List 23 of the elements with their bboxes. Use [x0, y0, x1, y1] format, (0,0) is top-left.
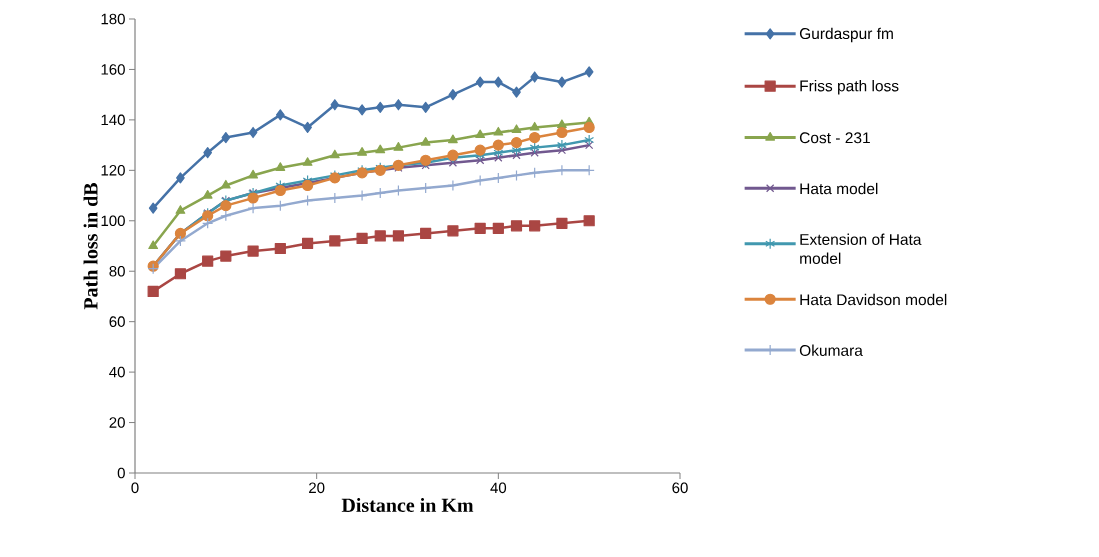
y-axis-title: Path loss in dB [83, 182, 98, 310]
legend-label: Gurdaspur fm [799, 27, 893, 43]
y-tick-label: 0 [117, 467, 125, 479]
legend-label: Friss path loss [800, 80, 899, 95]
y-tick-label: 60 [109, 316, 125, 327]
y-tick-label: 20 [109, 417, 125, 428]
legend-label: Cost - 231 [799, 132, 870, 144]
legend-label: Hata Davidson model [800, 293, 947, 306]
y-tick-label: 40 [109, 366, 125, 378]
legend-label: Hata model [800, 182, 878, 195]
y-tick-label: 100 [101, 215, 125, 227]
y-tick-label: 180 [101, 13, 125, 25]
y-tick-label: 160 [101, 64, 125, 75]
x-tick-label: 60 [672, 482, 688, 494]
x-tick-label: 40 [490, 482, 507, 494]
x-axis-title: Distance in Km [341, 497, 474, 513]
y-tick-label: 80 [109, 265, 125, 277]
legend-label: Okumara [799, 344, 863, 357]
y-tick-label: 140 [101, 114, 125, 126]
x-tick-label: 0 [131, 482, 139, 494]
y-tick-label: 120 [101, 165, 125, 176]
legend-label: Extension of Hata model [800, 233, 922, 264]
x-tick-label: 20 [309, 482, 325, 494]
